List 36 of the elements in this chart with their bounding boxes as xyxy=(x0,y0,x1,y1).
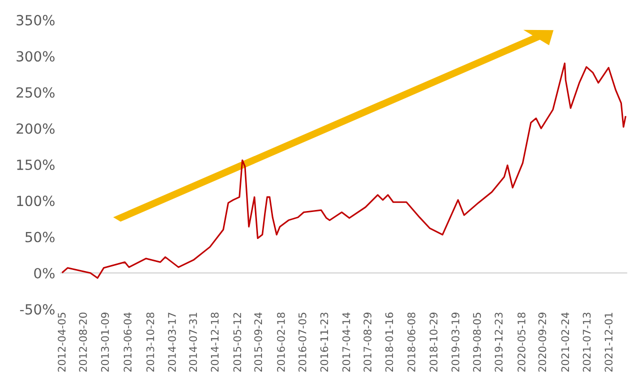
x-tick-label: 2019-08-05 xyxy=(473,312,481,372)
y-tick-label: 50% xyxy=(26,232,55,242)
y-tick-label: 200% xyxy=(16,123,55,134)
y-tick-label: 100% xyxy=(17,196,55,206)
x-tick-label: 2014-07-31 xyxy=(189,312,197,372)
x-tick-label: 2016-07-05 xyxy=(298,312,306,372)
x-tick-label: 2018-01-16 xyxy=(385,312,394,372)
x-tick-label: 2017-04-14 xyxy=(342,312,350,372)
x-tick-label: 2017-08-29 xyxy=(364,312,372,372)
x-tick-label: 2018-10-29 xyxy=(430,312,438,372)
x-tick-label: 2016-11-23 xyxy=(320,312,328,372)
x-tick-label: 2015-09-24 xyxy=(254,312,262,372)
y-tick-label: 250% xyxy=(16,87,55,98)
x-tick-label: 2013-10-28 xyxy=(146,312,154,372)
y-tick-label: 300% xyxy=(16,51,55,62)
x-tick-label: 2015-05-12 xyxy=(233,312,242,372)
x-tick-label: 2021-12-01 xyxy=(604,312,613,372)
x-tick-label: 2012-04-05 xyxy=(58,312,66,372)
x-tick-label: 2013-01-09 xyxy=(101,312,109,372)
x-tick-label: 2014-12-18 xyxy=(210,312,219,372)
x-tick-label: 2021-07-13 xyxy=(582,312,591,372)
x-tick-label: 2021-02-24 xyxy=(561,312,570,372)
y-tick-label: 150% xyxy=(17,160,55,170)
x-tick-label: 2014-03-17 xyxy=(168,312,176,372)
x-tick-label: 2012-08-20 xyxy=(79,312,87,372)
x-tick-label: 2020-05-18 xyxy=(518,312,526,372)
line-series xyxy=(62,62,626,279)
x-tick-label: 2019-12-23 xyxy=(494,312,503,372)
x-tick-label: 2020-09-29 xyxy=(538,312,546,372)
x-tick-label: 2018-06-08 xyxy=(407,312,416,372)
x-tick-label: 2019-03-19 xyxy=(451,312,460,372)
y-tick-label: 350% xyxy=(16,14,55,26)
x-tick-label: 2016-02-18 xyxy=(277,312,285,372)
y-tick-label: -50% xyxy=(20,304,55,315)
y-tick-label: 0% xyxy=(34,268,55,278)
x-tick-label: 2013-06-04 xyxy=(124,312,132,372)
